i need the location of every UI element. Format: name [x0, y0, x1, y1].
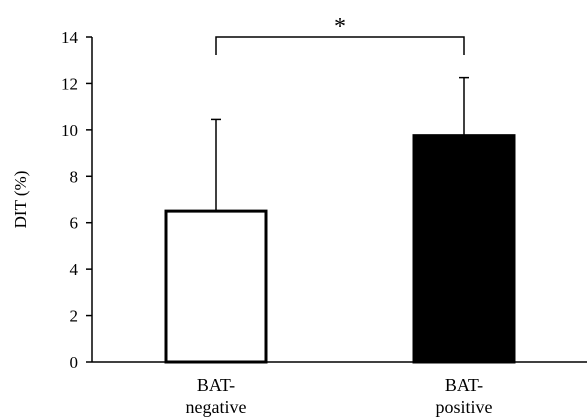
significance-bracket: *	[215, 14, 465, 55]
y-tick-label: 6	[70, 214, 79, 233]
y-tick-label: 4	[70, 260, 79, 279]
category-label-line1: BAT-	[197, 375, 235, 395]
y-axis-label: DIT (%)	[11, 171, 30, 229]
category-label-line2: positive	[436, 397, 493, 417]
significance-line	[215, 36, 465, 55]
bars	[164, 134, 516, 364]
y-axis-ticks: 0 2 4 6 8 10 12 14	[61, 28, 92, 372]
y-tick-label: 0	[70, 353, 79, 372]
y-tick-label: 12	[61, 74, 78, 93]
category-label-line2: negative	[186, 397, 247, 417]
bar-bat-positive	[412, 134, 516, 364]
category-label-line1: BAT-	[445, 375, 483, 395]
y-tick-label: 8	[70, 167, 79, 186]
y-tick-label: 14	[61, 28, 79, 47]
y-tick-label: 2	[70, 307, 79, 326]
significance-asterisk: *	[334, 14, 346, 40]
error-bars	[211, 76, 469, 212]
bar-bat-negative	[164, 209, 268, 364]
y-tick-label: 10	[61, 121, 78, 140]
